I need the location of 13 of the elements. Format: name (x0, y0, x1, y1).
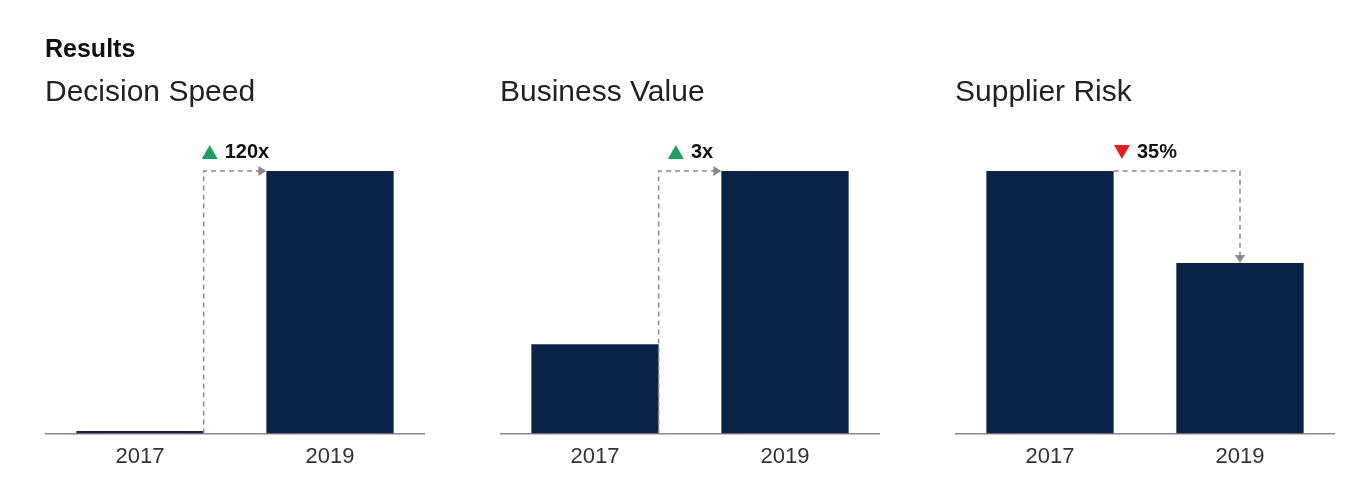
x-tick-label: 2017 (570, 442, 620, 468)
text: 120x (224, 140, 270, 163)
x-tick-label: 2017 (1025, 442, 1075, 468)
text: 3x (690, 140, 714, 163)
x-tick-label: 2019 (760, 442, 810, 468)
chart-title: Results (45, 34, 136, 63)
chart-subtitle: Business Value (500, 74, 705, 108)
x-tick-label: 2017 (115, 442, 165, 468)
chart-subtitle: Decision Speed (45, 74, 256, 108)
x-tick-label: 2019 (1215, 442, 1265, 468)
text: 35% (1136, 140, 1178, 163)
chart-subtitle: Supplier Risk (955, 74, 1132, 108)
x-tick-label: 2019 (305, 442, 355, 468)
